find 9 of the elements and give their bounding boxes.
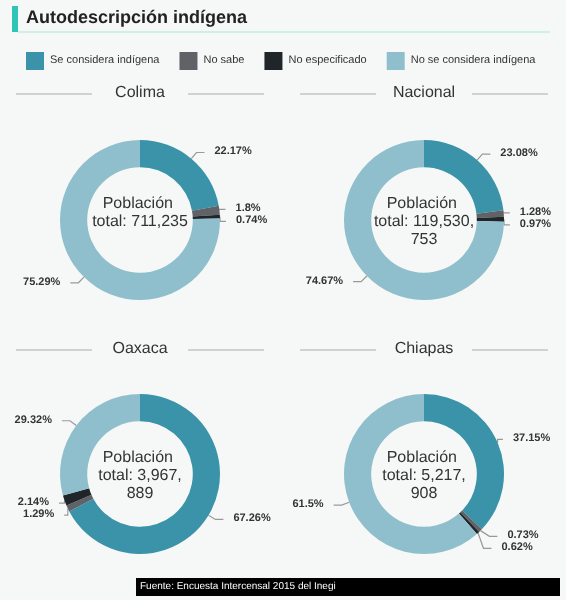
slice-label: Colima <box>115 83 166 101</box>
text: Población total: 3,967,889 <box>98 448 182 502</box>
slice-label: Nacional <box>392 83 456 101</box>
text: Población total: 711,235 <box>92 194 189 230</box>
text: Población total: 5,217,908 <box>382 448 466 502</box>
slice-label: Chiapas <box>394 339 454 357</box>
text: Población total: 119,530,753 <box>373 194 475 248</box>
slice-label: Oaxaca <box>112 339 169 357</box>
chart-title: Autodescripción indígena <box>26 7 250 27</box>
